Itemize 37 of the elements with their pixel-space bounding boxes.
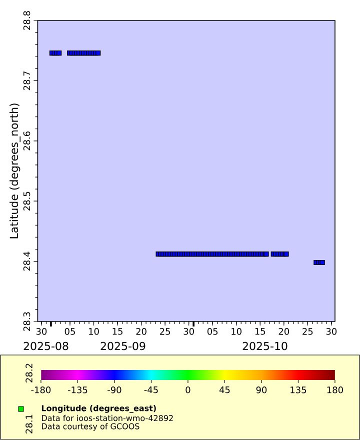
- x-tick-label: 25: [160, 328, 170, 335]
- y-tick-label: 28.6: [23, 131, 30, 150]
- y-tick-label: 28.5: [23, 192, 30, 210]
- x-tick-label: 30: [184, 328, 194, 335]
- text: 28.2: [26, 364, 32, 382]
- x-tick-label: 15: [255, 328, 266, 335]
- y-tick-label: 28.3: [23, 312, 30, 331]
- color-bar-label: -180: [31, 386, 51, 394]
- text: 2025-08: [24, 342, 68, 350]
- x-tick-label: 30: [326, 328, 337, 335]
- text: Data for ioos-station-wmo-42892: [42, 414, 173, 422]
- text: 2025-10: [242, 342, 288, 350]
- text: 28.1: [26, 414, 32, 434]
- color-bar-label: -90: [108, 386, 122, 394]
- y-axis-title: Latitude (degrees_north): [10, 104, 20, 238]
- x-tick-label: 20: [278, 328, 290, 335]
- text: Data courtesy of GCOOS: [42, 423, 140, 431]
- y-tick-label: 28.8: [23, 11, 30, 30]
- text: 2025-09: [100, 342, 146, 350]
- x-tick-label: 30: [36, 328, 47, 335]
- x-tick-label: 10: [232, 328, 242, 335]
- color-bar-label: 135: [290, 386, 306, 394]
- y-tick-label: 28.7: [23, 71, 30, 90]
- x-tick-label: 25: [302, 328, 313, 335]
- color-bar-label: 90: [256, 386, 267, 394]
- color-bar-label: 45: [219, 386, 230, 394]
- x-tick-label: 10: [89, 328, 99, 335]
- x-tick-label: 15: [112, 328, 122, 335]
- color-bar-label: -45: [144, 386, 158, 394]
- color-bar-label: 180: [327, 386, 343, 394]
- color-bar-label: -135: [68, 386, 88, 394]
- x-tick-label: 20: [136, 328, 146, 335]
- x-tick-label: 05: [207, 328, 218, 335]
- color-bar-title: Longitude (degrees_east): [42, 405, 156, 413]
- y-tick-label: 28.4: [23, 252, 30, 271]
- x-tick-label: 05: [64, 328, 75, 335]
- color-bar-label: 0: [186, 386, 190, 394]
